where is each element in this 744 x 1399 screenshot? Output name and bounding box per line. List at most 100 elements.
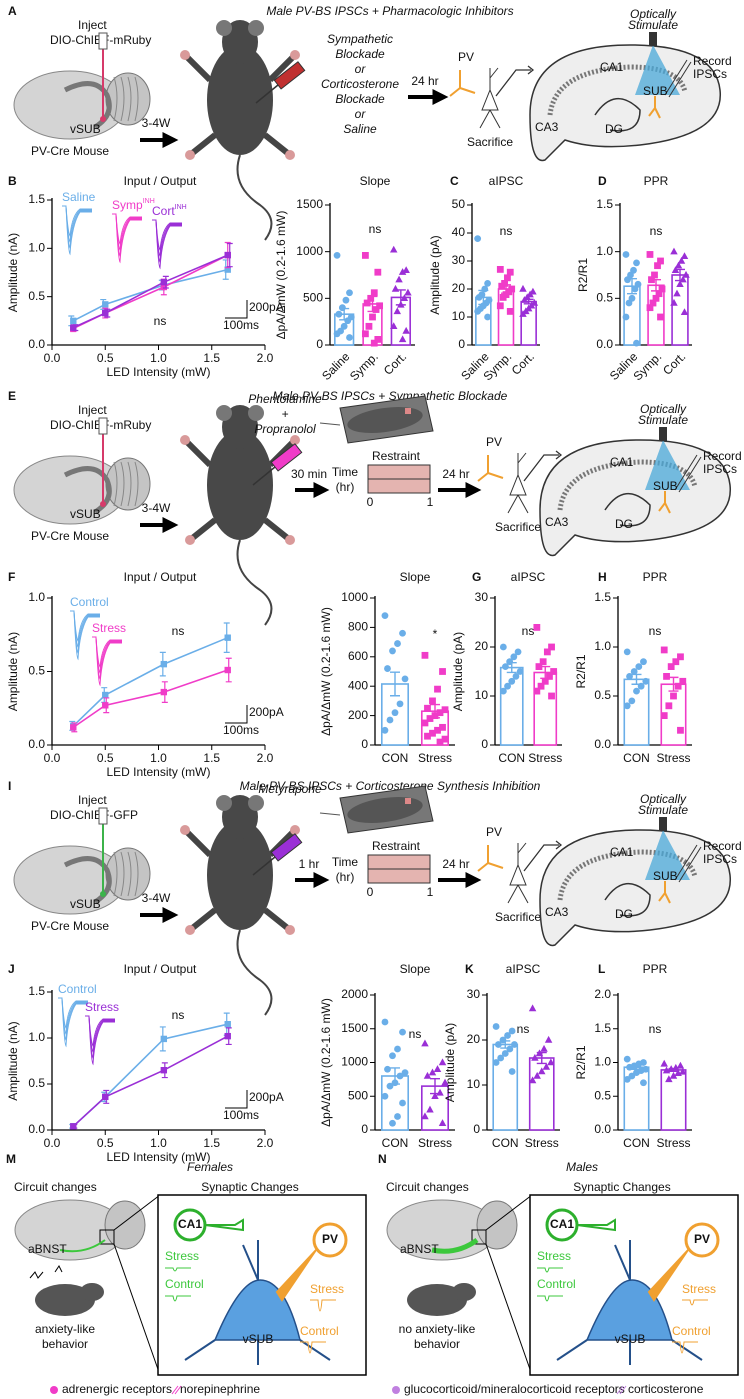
area-label: CA1 <box>610 845 634 859</box>
data-point <box>537 682 545 690</box>
y-tick-label: 0.0 <box>596 337 613 351</box>
data-point <box>496 266 504 273</box>
label: anxiety-like <box>35 1322 95 1336</box>
trace <box>62 205 92 238</box>
legend-label: Control <box>58 982 97 996</box>
x-tick-label: 2.0 <box>257 751 274 765</box>
error-bar <box>675 268 685 282</box>
panel-letter: B <box>8 174 17 188</box>
dendrite <box>507 842 529 904</box>
treatment: Sympathetic <box>327 32 393 46</box>
data-point <box>424 704 431 712</box>
trace <box>537 1267 563 1273</box>
label: Stimulate <box>638 413 688 427</box>
zoom-box <box>471 1229 487 1245</box>
significance: ns <box>517 1022 530 1036</box>
y-tick-label: 1.5 <box>596 197 613 211</box>
label: Control <box>537 1277 576 1291</box>
data-point <box>398 268 407 275</box>
panel-letter: J <box>8 962 15 976</box>
paw <box>180 50 190 60</box>
data-point <box>680 308 689 316</box>
x-tick-label: 2.0 <box>257 351 274 365</box>
label: IPSCs <box>703 852 737 866</box>
record-electrode <box>678 846 702 883</box>
data-point <box>369 313 376 321</box>
data-point <box>333 252 341 259</box>
panel-title: Male PV-BS IPSCs + Sympathetic Blockade <box>273 389 508 403</box>
data-point <box>633 339 640 347</box>
label: Time <box>332 855 359 869</box>
paw <box>180 825 190 835</box>
syringe-body <box>270 833 303 862</box>
data-point <box>623 1075 631 1083</box>
label: 24 hr <box>442 857 469 871</box>
data-point <box>365 322 373 330</box>
ear <box>248 405 264 421</box>
cerebellum-fold <box>113 851 118 897</box>
treatment: Blockade <box>335 92 385 106</box>
significance: * <box>433 627 438 641</box>
electrode <box>523 450 563 482</box>
y-tick-label: 0 <box>361 1122 368 1136</box>
x-tick-label: 1.0 <box>150 1136 167 1150</box>
data-point <box>384 665 391 672</box>
data-point <box>676 280 684 288</box>
error-bar <box>430 703 440 719</box>
data-point <box>346 289 353 297</box>
data-point <box>499 643 507 651</box>
data-point <box>533 1071 541 1079</box>
ca1-axon <box>576 1218 616 1232</box>
y-tick-label: 1.0 <box>28 590 45 604</box>
error-bar <box>395 289 406 306</box>
fiber <box>659 817 667 831</box>
dentate <box>604 883 651 917</box>
data-point <box>514 648 522 656</box>
zoom-line <box>113 1194 161 1231</box>
data-point <box>670 298 678 306</box>
data-point <box>391 709 399 717</box>
label: behavior <box>414 1337 460 1351</box>
error-bar <box>339 307 350 321</box>
y-tick-label: 0.0 <box>28 337 45 351</box>
error-bar <box>390 671 400 697</box>
data-point <box>538 1067 546 1075</box>
ear <box>216 405 232 421</box>
y-tick-label: 500 <box>348 1088 368 1102</box>
data-point <box>439 668 446 675</box>
data-point <box>512 673 520 680</box>
data-point <box>501 1050 509 1057</box>
ligand-icon <box>616 1385 627 1395</box>
receptor-icon <box>50 1386 58 1394</box>
x-axis-label: LED Intensity (mW) <box>106 765 210 779</box>
data-point <box>381 1092 389 1100</box>
legend-name: Saline <box>62 190 96 204</box>
syringe <box>98 807 108 825</box>
data-point <box>508 677 516 685</box>
bar <box>623 678 650 746</box>
syringe-body <box>273 61 306 90</box>
data-point <box>421 1112 429 1120</box>
x-tick-label: 1.0 <box>150 751 167 765</box>
data-point <box>421 1039 429 1047</box>
fiber <box>659 427 667 441</box>
data-point <box>160 278 168 286</box>
legend-superscript: INH <box>175 204 187 211</box>
y-tick-label: 1.0 <box>28 1030 45 1044</box>
data-point <box>404 288 412 296</box>
y-tick-label: 0.5 <box>594 1088 611 1102</box>
data-point <box>160 688 168 696</box>
cerebellum-fold <box>120 76 125 122</box>
data-point <box>540 1044 548 1052</box>
x-tick-label: Stress <box>656 751 690 765</box>
data-point <box>102 691 109 699</box>
electrode <box>523 840 563 872</box>
label: CA1 <box>550 1217 574 1231</box>
label: vSUB <box>243 1332 274 1346</box>
data-point <box>680 252 689 260</box>
y-tick-label: 0 <box>316 337 323 351</box>
data-point <box>102 309 109 317</box>
data-point <box>679 677 687 685</box>
significance: ns <box>500 224 513 238</box>
label: PV <box>322 1232 338 1246</box>
